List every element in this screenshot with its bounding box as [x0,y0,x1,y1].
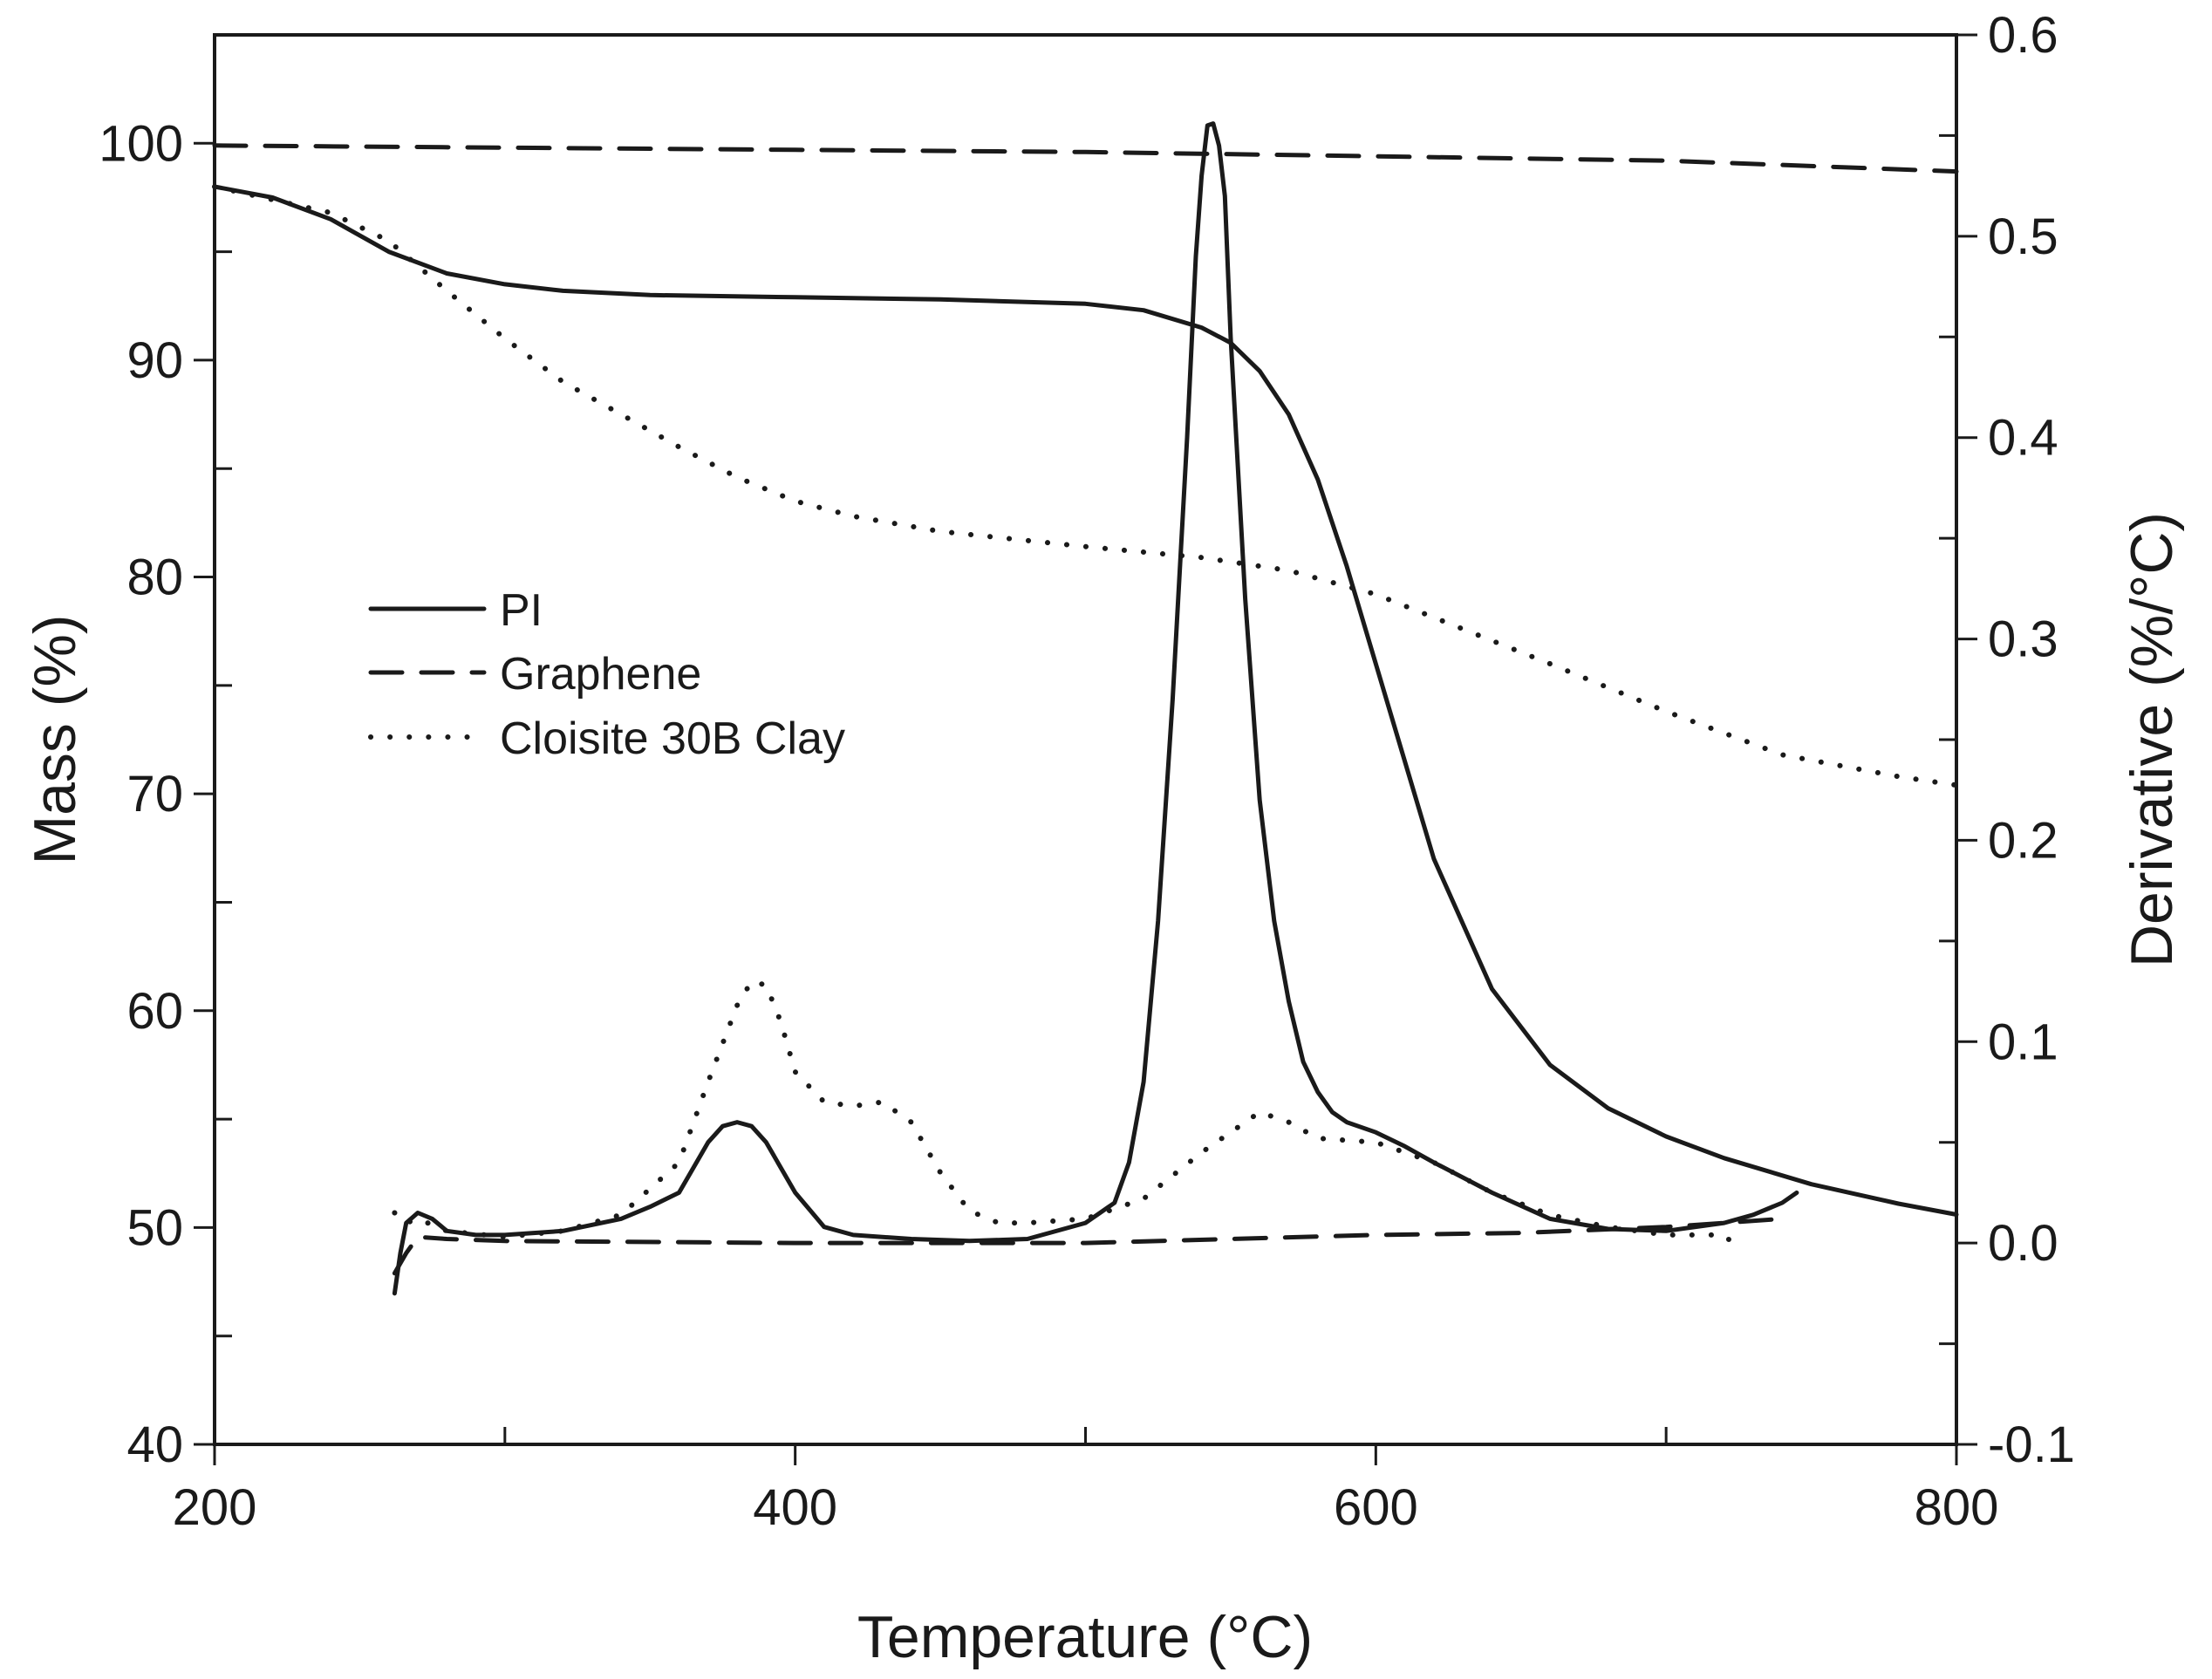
plot-area [215,35,1956,1444]
legend-label-graphene: Graphene [500,649,701,700]
y-right-tick-label-0: -0.1 [1988,1416,2075,1473]
x-tick-label-3: 800 [1915,1479,1999,1536]
y-right-tick-label-3: 0.2 [1988,812,2058,869]
y-right-tick-label-2: 0.1 [1988,1014,2058,1070]
y-left-tick-label-5: 90 [126,332,183,389]
y-left-tick-label-1: 50 [126,1199,183,1256]
series-graphene-mass [212,143,1959,174]
legend: PI Graphene Cloisite 30B Clay [368,585,845,764]
x-tick-label-2: 600 [1334,1479,1418,1536]
legend-label-pi: PI [500,585,543,636]
x-axis-title: Temperature (°C) [857,1604,1313,1670]
y-right-tick-label-5: 0.4 [1988,410,2058,467]
y-left-tick-label-6: 100 [99,115,183,172]
series-graphene-derivative [392,1216,1785,1276]
series-layer [212,121,1959,1296]
series-pi-mass [212,184,1959,1217]
series-cloisite-30b-clay-mass [212,184,1959,788]
x-tick-label-1: 400 [753,1479,837,1536]
y-right-tick-label-1: 0.0 [1988,1215,2058,1272]
y-right-tick-label-6: 0.5 [1988,208,2058,265]
y-left-tick-label-2: 60 [126,983,183,1040]
y-left-tick-label-4: 80 [126,549,183,606]
y-right-tick-label-7: 0.6 [1988,7,2058,64]
y-left-axis-title: Mass (%) [22,614,88,864]
y-left-tick-label-0: 40 [126,1416,183,1473]
y-right-tick-label-4: 0.3 [1988,611,2058,668]
series-pi-derivative [392,121,1799,1296]
y-left-tick-label-3: 70 [126,766,183,822]
plot-frame [213,33,1958,1446]
ticks-layer: 200 400 600 800 40 50 60 70 80 90 100 -0.1 0.0 0.1 0.2… [99,7,2075,1536]
y-right-axis-title: Derivative (%/°C) [2119,512,2185,967]
legend-label-clay: Cloisite 30B Clay [500,713,845,764]
x-tick-label-0: 200 [173,1479,257,1536]
